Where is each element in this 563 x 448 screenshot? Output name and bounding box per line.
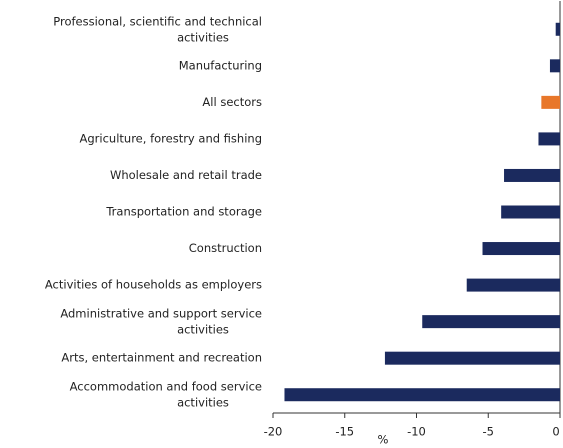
y-tick-label: Manufacturing: [179, 58, 262, 72]
y-tick-label: Arts, entertainment and recreation: [61, 351, 262, 365]
x-tick-label: -15: [335, 425, 354, 439]
bar: [482, 242, 560, 256]
y-tick-label: Construction: [189, 241, 262, 255]
y-tick-label: Agriculture, forestry and fishing: [80, 131, 262, 145]
y-tick-label: All sectors: [202, 95, 262, 109]
x-tick-label: -5: [483, 425, 494, 439]
bar: [501, 205, 560, 219]
y-tick-label: Accommodation and food service activities: [70, 379, 262, 409]
bar: [284, 388, 560, 402]
bar: [538, 132, 560, 146]
y-tick-label: Wholesale and retail trade: [110, 168, 262, 182]
bar: [504, 168, 560, 182]
bar: [549, 59, 560, 73]
x-tick-label: -20: [264, 425, 283, 439]
x-tick-label: -10: [407, 425, 426, 439]
y-tick-label: Transportation and storage: [105, 205, 262, 219]
bar: [541, 95, 560, 109]
bar: [466, 278, 560, 292]
x-axis-label: %: [378, 433, 389, 447]
y-tick-label: Administrative and support service activi…: [60, 306, 262, 336]
bar: [384, 351, 560, 365]
bar: [422, 315, 560, 329]
y-tick-label: Professional, scientific and technical ac…: [53, 14, 262, 44]
x-tick-label: 0: [552, 425, 559, 439]
y-tick-label: Activities of households as employers: [45, 278, 262, 292]
bar: [555, 22, 560, 36]
